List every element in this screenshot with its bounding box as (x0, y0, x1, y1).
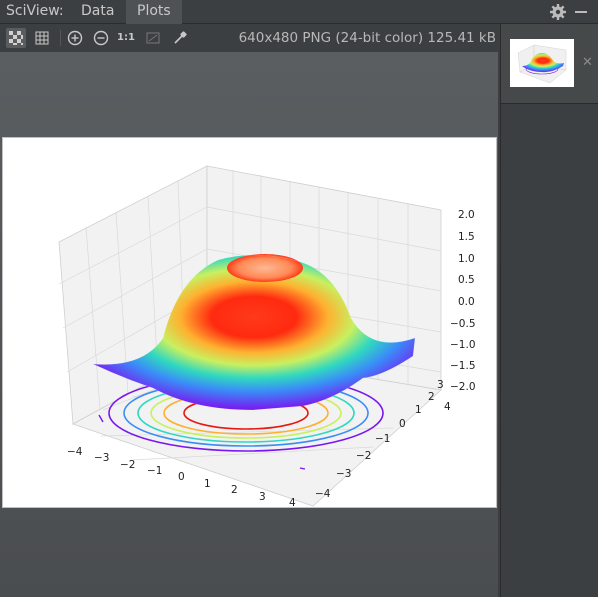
color-picker-icon (174, 31, 187, 44)
grid-icon (35, 31, 49, 45)
zoom-out-icon (93, 30, 109, 46)
z-tick-label: −2.0 (450, 381, 476, 393)
z-tick-label: −1.0 (450, 339, 476, 351)
y-tick-label: 4 (444, 401, 451, 413)
checkerboard-icon (9, 31, 23, 45)
plot-thumbnail[interactable] (510, 39, 574, 87)
x-tick-label: 0 (178, 471, 185, 483)
checkerboard-toggle[interactable] (6, 28, 26, 48)
y-tick-label: −2 (356, 450, 371, 462)
z-tick-label: −1.5 (450, 360, 476, 372)
image-toolbar: 1:1 640x480 PNG (24-bit color) 125.41 kB (0, 24, 498, 52)
contour-lines (108, 374, 384, 452)
z-tick-label: 0.0 (458, 296, 475, 308)
y-tick-label: 3 (437, 379, 444, 391)
actual-size-button[interactable]: 1:1 (117, 32, 135, 43)
title-bar: SciView: Data Plots (0, 0, 598, 24)
zoom-in-button[interactable] (65, 28, 85, 48)
y-tick-label: 0 (399, 418, 406, 430)
y-tick-label: −1 (375, 433, 390, 445)
plots-sidebar: ✕ (500, 24, 598, 597)
grid-toggle[interactable] (32, 28, 52, 48)
x-tick-label: 4 (289, 497, 296, 507)
z-tick-label: −0.5 (450, 318, 476, 330)
surface-plot (92, 254, 416, 470)
z-tick-label: 1.5 (458, 231, 475, 243)
z-tick-label: 0.5 (458, 274, 475, 286)
image-info: 640x480 PNG (24-bit color) 125.41 kB (238, 30, 496, 46)
fit-icon (146, 32, 160, 44)
color-picker-button[interactable] (170, 28, 190, 48)
gear-icon[interactable] (549, 3, 567, 21)
x-tick-label: 1 (204, 478, 211, 490)
x-tick-label: 3 (259, 491, 266, 503)
zoom-out-button[interactable] (91, 28, 111, 48)
tab-data[interactable]: Data (81, 3, 115, 19)
z-tick-label: 1.0 (458, 253, 475, 265)
fit-button[interactable] (143, 28, 163, 48)
y-tick-label: 2 (428, 391, 435, 403)
x-tick-label: −4 (67, 446, 83, 458)
toolbar-separator (60, 30, 61, 46)
y-tick-label: 1 (415, 404, 422, 416)
minimize-icon[interactable] (574, 5, 588, 19)
x-tick-label: −3 (94, 452, 109, 464)
app-title: SciView: (6, 3, 64, 19)
z-tick-label: 2.0 (458, 209, 475, 221)
y-tick-label: −4 (315, 488, 331, 500)
close-icon[interactable]: ✕ (582, 55, 593, 70)
x-tick-label: −2 (120, 459, 135, 471)
x-tick-label: 2 (231, 484, 238, 496)
x-tick-label: −1 (147, 465, 162, 477)
plot-thumbnail-item[interactable]: ✕ (501, 24, 598, 104)
plot-image: 2.0 1.5 1.0 0.5 0.0 −0.5 −1.0 −1.5 −2.0 … (2, 137, 497, 508)
y-tick-label: −3 (336, 468, 351, 480)
thumbnail-plot-icon (517, 44, 567, 84)
zoom-in-icon (67, 30, 83, 46)
tab-plots[interactable]: Plots (126, 0, 182, 24)
